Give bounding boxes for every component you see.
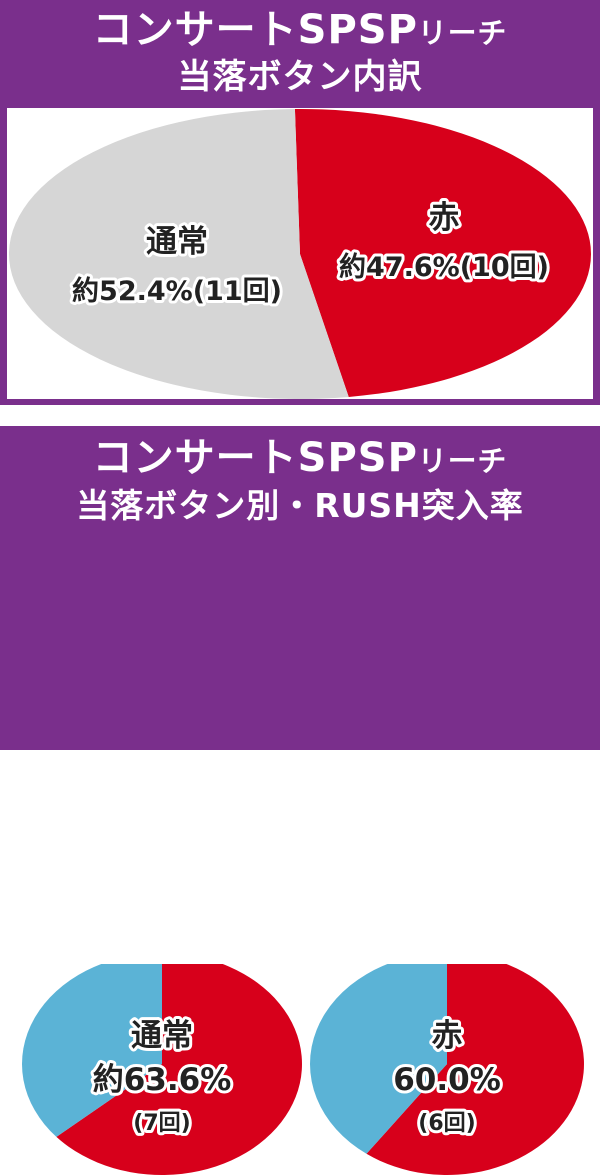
chart3-label-name: 赤 [432, 1018, 463, 1054]
section-rush-rate: コンサートSPSPリーチ 当落ボタン別・RUSH突入率 通常約63.6% (7回)… [0, 426, 600, 1176]
section2-title-line2: 当落ボタン別・RUSH突入率 [76, 486, 524, 525]
chart2-label-count: (7回) [133, 1111, 190, 1136]
chart1-label-red-name: 赤 [429, 200, 460, 236]
section1-title-line2: 当落ボタン内訳 [177, 57, 423, 97]
chart3-label-count: (6回) [418, 1111, 475, 1136]
chart1-label-normal-name: 通常 [146, 224, 208, 260]
chart1-label-red-value: 約47.6%(10回) [339, 251, 549, 283]
panel-rush-rate: 通常約63.6% (7回) 赤 60.0% (6回) [7, 964, 593, 1176]
chart1-slice-0 [294, 108, 591, 397]
panel-breakdown: 通常約52.4%(11回) 赤約47.6%(10回) [7, 108, 593, 399]
section2-title-line1: コンサートSPSPリーチ [92, 435, 508, 481]
chart1-label-normal-value: 約52.4%(11回) [72, 275, 282, 307]
chart3-label-pct: 60.0% [393, 1062, 501, 1098]
section-button-breakdown: コンサートSPSPリーチ 当落ボタン内訳 通常約52.4%(11回) 赤約47.6… [0, 0, 600, 405]
section1-title-line1: コンサートSPSPリーチ [92, 7, 508, 53]
chart2-label-pct: 約63.6% [93, 1062, 232, 1098]
chart1-slice-1 [8, 109, 349, 399]
chart2-label-name: 通常 [131, 1018, 193, 1054]
